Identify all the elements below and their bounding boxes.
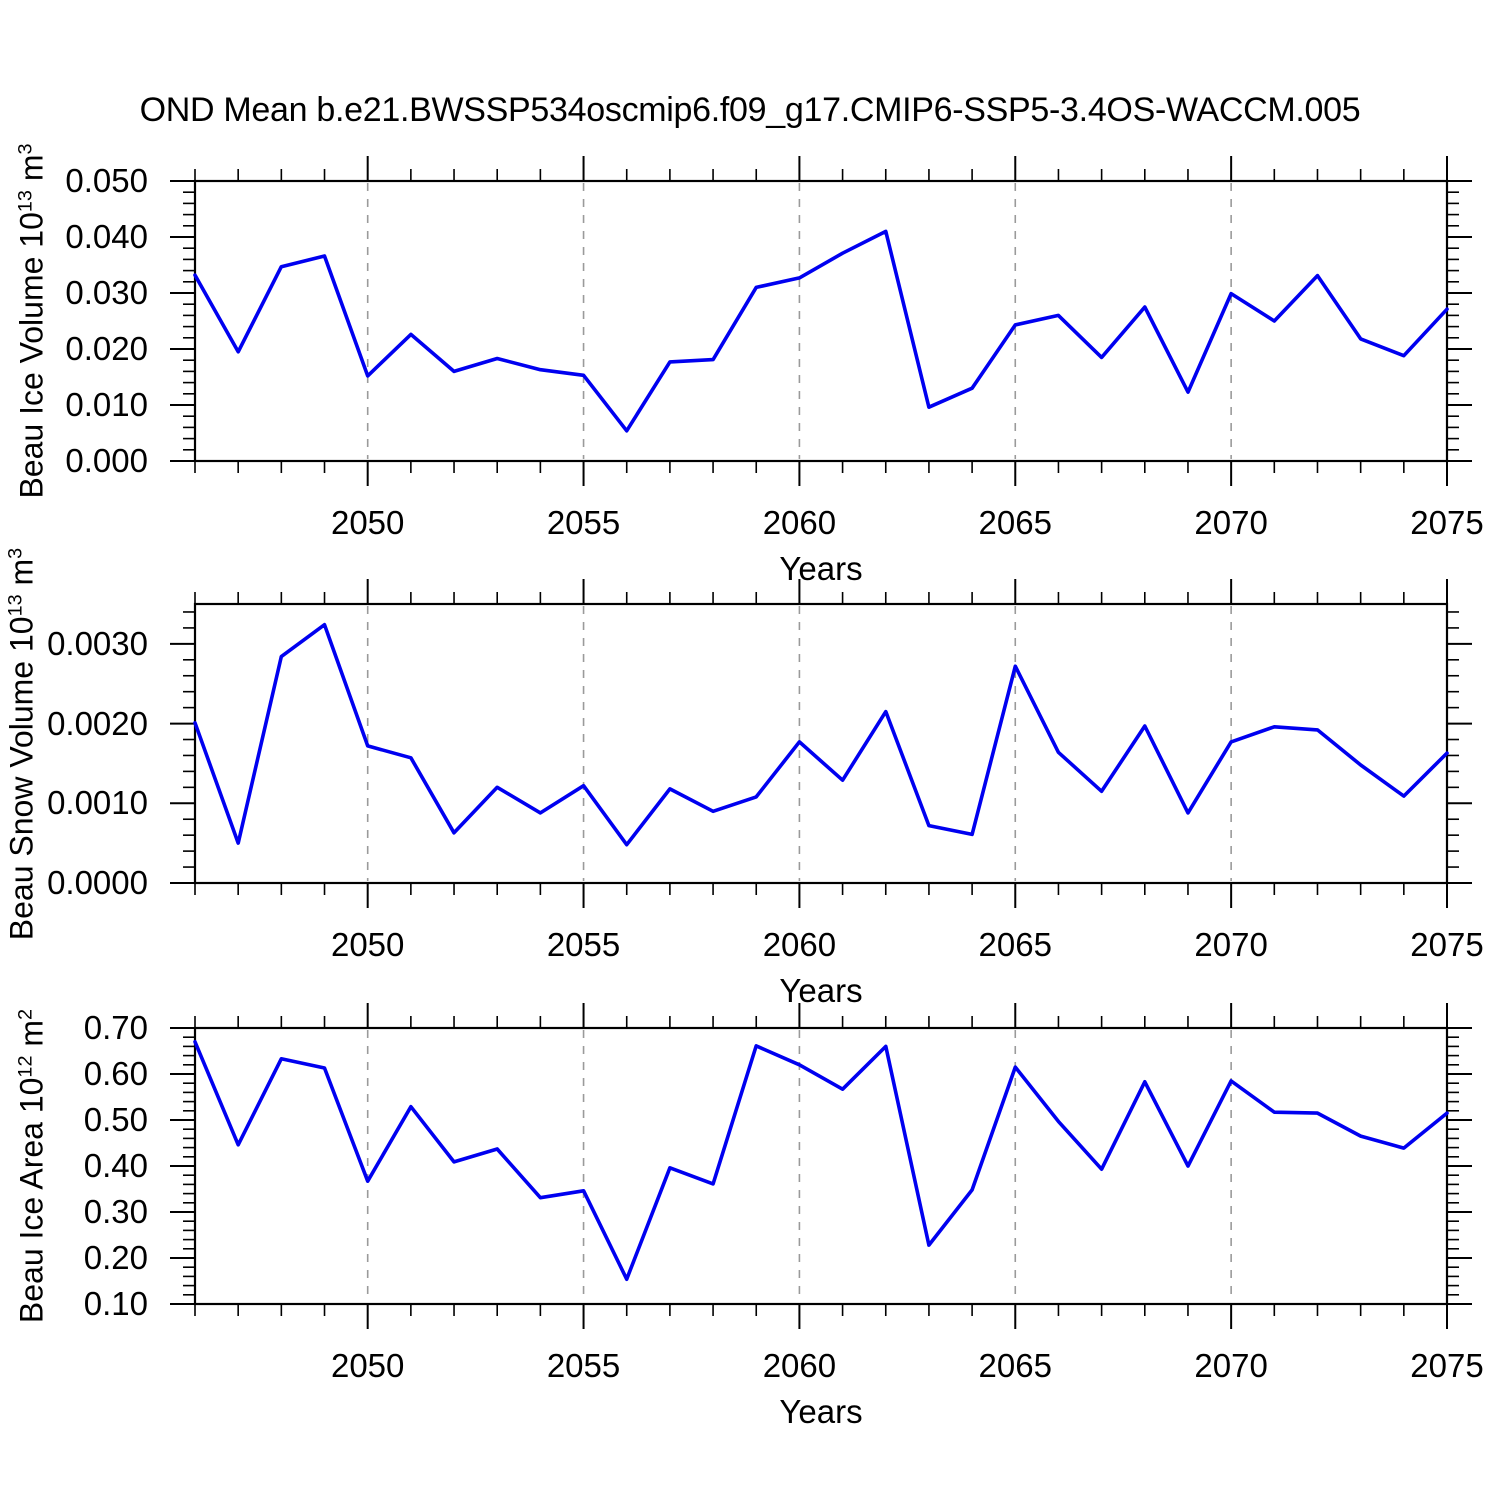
y-tick-label: 0.0030 xyxy=(47,624,148,662)
x-tick-label: 2070 xyxy=(1194,504,1268,541)
x-tick-label: 2070 xyxy=(1194,926,1268,963)
x-tick-label: 2050 xyxy=(330,926,405,963)
x-axis-title: Years xyxy=(779,550,863,587)
y-axis-title-superscript: 3 xyxy=(14,143,37,155)
x-tick-label: 2070 xyxy=(1194,1347,1268,1384)
y-tick-label: 0.30 xyxy=(83,1193,148,1230)
y-axis-title-text: m xyxy=(13,154,50,191)
x-tick-label: 2055 xyxy=(546,926,621,963)
y-tick-label: 0.010 xyxy=(65,386,148,423)
x-axis-title: Years xyxy=(779,972,863,1009)
y-tick-label: 0.030 xyxy=(65,274,148,311)
y-tick-label: 0.0020 xyxy=(47,704,148,742)
x-tick-label: 2075 xyxy=(1410,926,1484,963)
y-axis-title-superscript: 2 xyxy=(14,1008,37,1020)
y-tick-label: 0.0010 xyxy=(47,784,148,822)
y-tick-label: 0.10 xyxy=(83,1285,148,1322)
x-tick-label: 2060 xyxy=(762,504,837,541)
x-tick-label: 2065 xyxy=(978,1347,1052,1384)
x-tick-label: 2055 xyxy=(546,1347,621,1384)
y-tick-label: 0.70 xyxy=(83,1009,148,1046)
y-tick-label: 0.60 xyxy=(83,1055,148,1092)
y-axis-title-superscript: 3 xyxy=(4,547,27,559)
x-tick-label: 2065 xyxy=(978,504,1052,541)
panel-frame-beau-snow-volume xyxy=(193,602,1449,885)
x-tick-label: 2060 xyxy=(762,1347,837,1384)
y-tick-label: 0.020 xyxy=(65,330,148,367)
x-axis-title: Years xyxy=(779,1393,863,1430)
y-tick-label: 0.40 xyxy=(83,1147,148,1184)
x-tick-label: 2075 xyxy=(1410,504,1484,541)
y-axis-title-superscript: 12 xyxy=(14,1055,37,1078)
y-axis-title-text: m xyxy=(3,558,40,594)
panel-frame-beau-ice-volume xyxy=(193,179,1449,463)
y-axis-title: Beau Ice Area 1012 m2 xyxy=(13,1008,53,1324)
data-line-beau-ice-volume xyxy=(193,229,1449,433)
x-tick-label: 2075 xyxy=(1410,1347,1484,1384)
y-tick-label: 0.0000 xyxy=(47,864,148,901)
y-tick-label: 0.20 xyxy=(83,1239,148,1276)
x-tick-label: 2060 xyxy=(762,926,837,963)
y-tick-label: 0.50 xyxy=(83,1101,148,1138)
figure-title: OND Mean b.e21.BWSSP534oscmip6.f09_g17.C… xyxy=(139,91,1361,129)
y-tick-label: 0.000 xyxy=(65,442,148,479)
y-axis-title-text: Beau Snow Volume 10 xyxy=(3,615,40,940)
y-axis-title: Beau Snow Volume 1013 m3 xyxy=(3,547,43,940)
y-axis-title-superscript: 13 xyxy=(14,190,37,213)
y-axis-title-text: Beau Ice Volume 10 xyxy=(13,212,50,499)
x-tick-label: 2050 xyxy=(330,504,405,541)
y-tick-label: 0.040 xyxy=(65,218,148,255)
data-line-beau-snow-volume xyxy=(193,622,1449,847)
data-line-beau-ice-area xyxy=(193,1040,1449,1281)
y-tick-label: 0.050 xyxy=(65,162,148,199)
y-axis-title-superscript: 13 xyxy=(4,593,27,616)
x-tick-label: 2065 xyxy=(978,926,1052,963)
panel-frame-beau-ice-area xyxy=(193,1026,1449,1306)
x-tick-label: 2055 xyxy=(546,504,621,541)
x-tick-label: 2050 xyxy=(330,1347,405,1384)
y-axis-title: Beau Ice Volume 1013 m3 xyxy=(13,143,53,499)
y-axis-title-text: m xyxy=(13,1019,50,1056)
y-axis-title-text: Beau Ice Area 10 xyxy=(13,1077,50,1324)
